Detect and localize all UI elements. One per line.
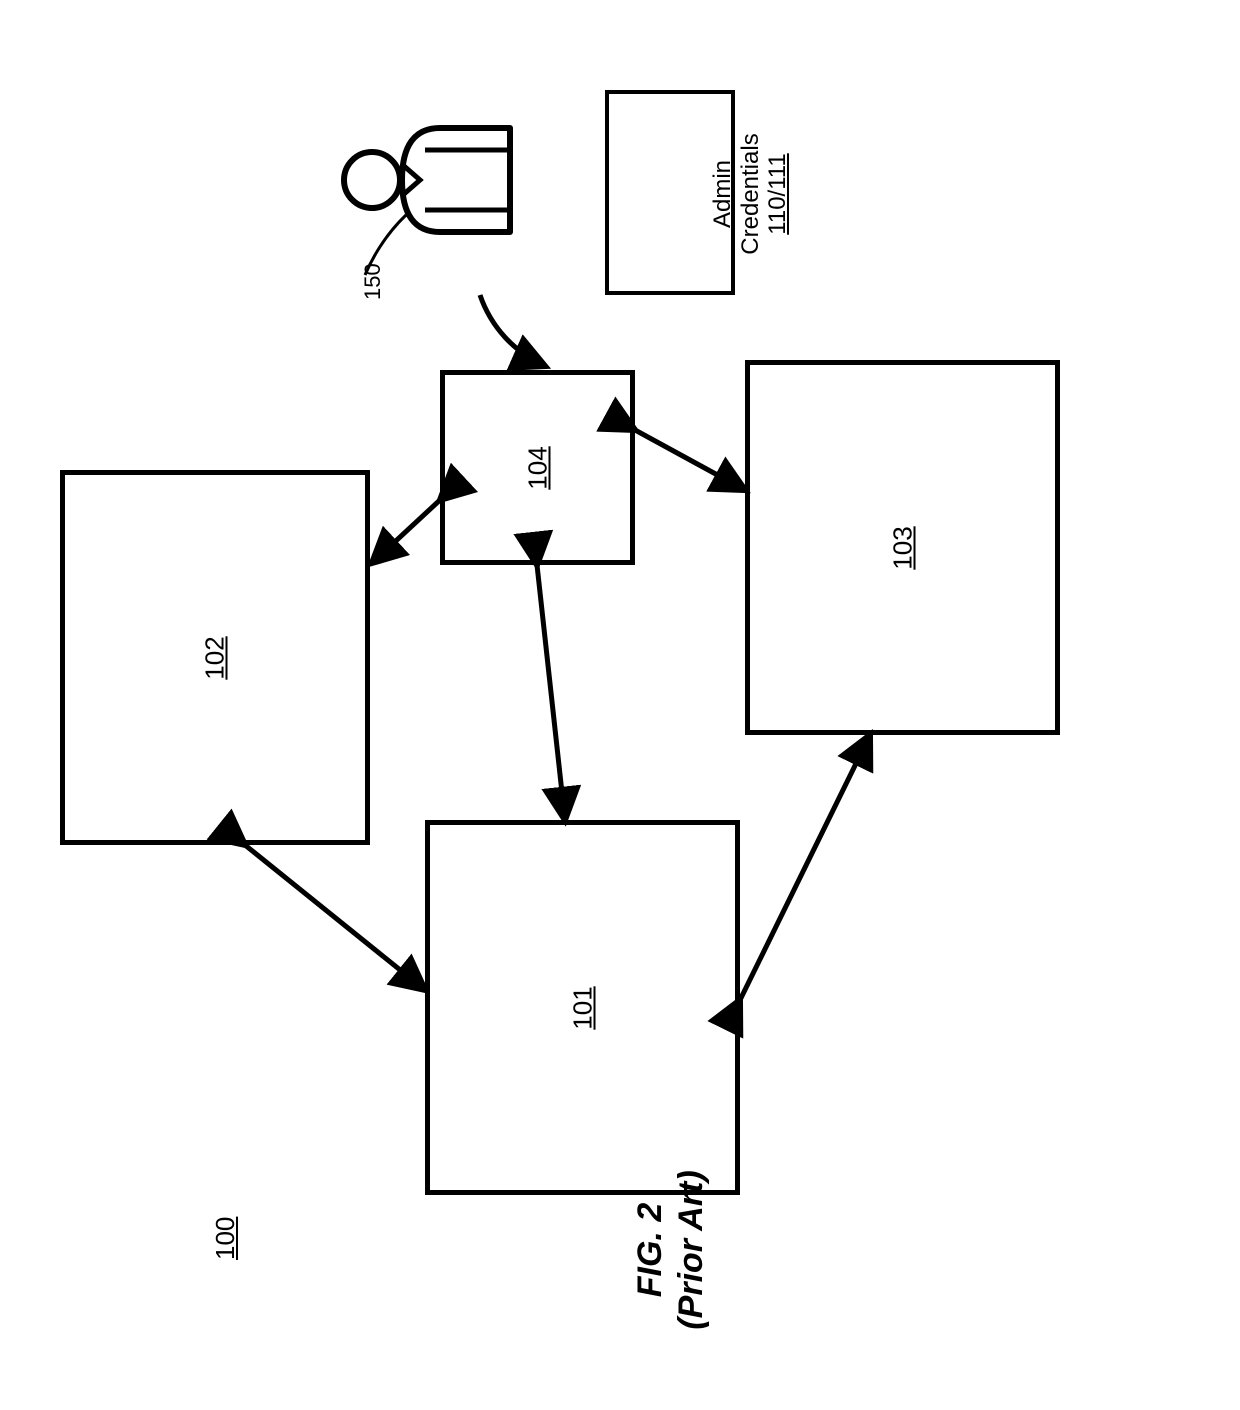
node-101-label: 101 <box>567 986 598 1029</box>
credentials-line3: 110/111 <box>764 99 792 289</box>
actor-ref: 150 <box>360 263 386 300</box>
edge-104-103 <box>635 430 745 490</box>
user-icon <box>344 128 510 232</box>
credentials-box: Admin Credentials 110/111 <box>605 90 735 295</box>
edge-104-101 <box>537 565 565 820</box>
figure-caption-line1: FIG. 2 <box>630 1120 671 1380</box>
node-104: 104 <box>440 370 635 565</box>
edge-104-102 <box>372 500 440 563</box>
node-102: 102 <box>60 470 370 845</box>
edge-101-103 <box>740 735 870 1000</box>
credentials-text: Admin Credentials 110/111 <box>709 99 792 289</box>
edge-actor-104 <box>480 295 545 366</box>
node-103: 103 <box>745 360 1060 735</box>
node-103-label: 103 <box>887 526 918 569</box>
figure-caption: FIG. 2 (Prior Art) <box>630 1120 712 1380</box>
node-104-label: 104 <box>522 446 553 489</box>
edge-102-101 <box>245 845 425 990</box>
figure-caption-line2: (Prior Art) <box>671 1120 712 1380</box>
diagram-stage: 102 103 101 104 Admin Credentials 110/11… <box>0 0 1240 1410</box>
credentials-line2: Credentials <box>737 99 765 289</box>
node-102-label: 102 <box>200 636 231 679</box>
credentials-line1: Admin <box>709 99 737 289</box>
figure-ref: 100 <box>210 1217 241 1260</box>
